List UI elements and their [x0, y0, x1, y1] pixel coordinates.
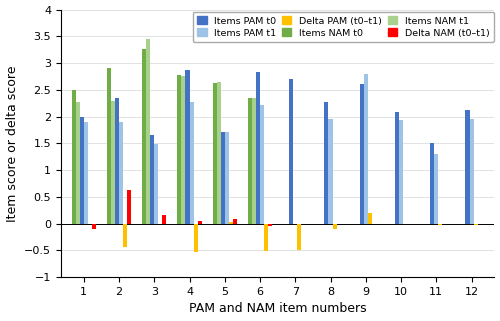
Bar	[368, 213, 372, 224]
Bar	[360, 84, 364, 224]
Bar	[107, 68, 111, 224]
Bar	[466, 110, 469, 224]
Bar	[154, 144, 158, 224]
Bar	[256, 72, 260, 224]
Bar	[474, 224, 478, 225]
Bar	[127, 190, 131, 224]
Bar	[72, 90, 76, 224]
Bar	[264, 224, 268, 251]
Bar	[194, 224, 198, 252]
Bar	[434, 154, 438, 224]
Bar	[119, 122, 123, 224]
Bar	[182, 76, 186, 224]
Bar	[150, 135, 154, 224]
Bar	[123, 224, 127, 247]
Bar	[324, 102, 328, 224]
Bar	[111, 100, 115, 224]
Bar	[84, 122, 88, 224]
Bar	[142, 48, 146, 224]
Bar	[162, 214, 166, 224]
Bar	[289, 79, 293, 224]
Bar	[92, 224, 96, 229]
Bar	[248, 98, 252, 224]
Bar	[233, 219, 237, 224]
Bar	[225, 132, 229, 224]
Bar	[252, 98, 256, 224]
Bar	[220, 132, 225, 224]
Bar	[328, 119, 332, 224]
Bar	[268, 224, 272, 226]
Bar	[76, 102, 80, 224]
Bar	[470, 119, 474, 224]
Bar	[146, 39, 150, 224]
Bar	[332, 224, 336, 229]
Y-axis label: Item score or delta score: Item score or delta score	[6, 65, 18, 221]
Bar	[430, 143, 434, 224]
Bar	[115, 98, 119, 224]
Legend: Items PAM t0, Items PAM t1, Delta PAM (t0–t1), Items NAM t0, Items NAM t1, Delta: Items PAM t0, Items PAM t1, Delta PAM (t…	[192, 12, 494, 42]
Bar	[438, 224, 442, 225]
Bar	[364, 74, 368, 224]
Bar	[260, 105, 264, 224]
Bar	[395, 112, 399, 224]
Bar	[198, 221, 202, 224]
Bar	[399, 120, 403, 224]
Bar	[298, 224, 302, 250]
Bar	[80, 117, 84, 224]
Bar	[186, 70, 190, 224]
Bar	[216, 82, 220, 224]
Bar	[190, 102, 194, 224]
Bar	[212, 83, 216, 224]
Bar	[229, 222, 233, 224]
Bar	[178, 75, 182, 224]
X-axis label: PAM and NAM item numbers: PAM and NAM item numbers	[189, 302, 366, 316]
